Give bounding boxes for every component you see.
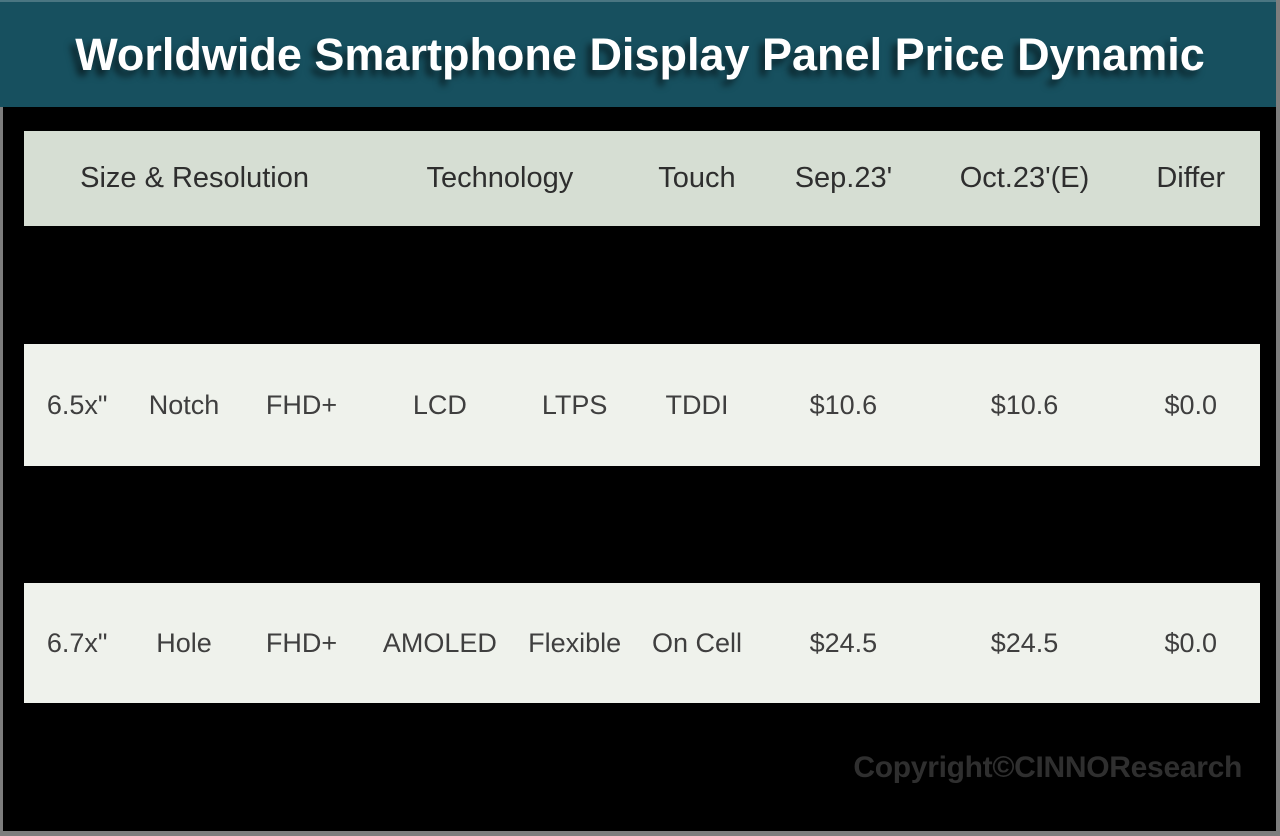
- cell-cutout: Hole: [156, 627, 212, 658]
- cell-price-oct23e: $10.6: [990, 389, 1059, 420]
- page-title: Worldwide Smartphone Display Panel Price…: [75, 28, 1205, 80]
- column-header-size-resolution: Size & Resolution: [80, 162, 310, 194]
- cell-price-sep23: $10.6: [809, 389, 878, 420]
- cell-price-sep23: $24.5: [809, 627, 878, 658]
- column-header-sep23: Sep.23': [794, 162, 893, 194]
- cell-size: 6.5x": [46, 389, 108, 420]
- cell-resolution: FHD+: [265, 627, 338, 658]
- table-row-lcd: 6.5x" Notch FHD+ LCD LTPS TDDI $10.6 $10…: [24, 344, 1260, 466]
- cell-touch: On Cell: [651, 627, 742, 658]
- column-header-differ: Differ: [1156, 162, 1226, 194]
- cell-cutout: Notch: [148, 389, 220, 420]
- column-header-touch: Touch: [658, 162, 736, 194]
- redacted-rows-block-2: [3, 466, 1276, 583]
- cell-price-differ: $0.0: [1164, 389, 1217, 420]
- cell-resolution: FHD+: [265, 389, 338, 420]
- cell-technology: AMOLED: [382, 627, 497, 658]
- cell-price-oct23e: $24.5: [990, 627, 1059, 658]
- cell-size: 6.7x": [46, 627, 108, 658]
- frame-border-left: [0, 107, 3, 836]
- column-header-technology: Technology: [426, 162, 574, 194]
- cell-technology-sub: LTPS: [541, 389, 608, 420]
- copyright-watermark: Copyright©CINNOResearch: [853, 751, 1242, 784]
- redacted-rows-block-1: [3, 226, 1276, 344]
- cell-technology-sub: Flexible: [528, 627, 622, 658]
- table-header-row: Size & Resolution Technology Touch Sep.2…: [24, 131, 1260, 226]
- frame-border-right: [1276, 0, 1280, 836]
- frame-border-bottom: [0, 831, 1280, 836]
- title-banner: Worldwide Smartphone Display Panel Price…: [0, 0, 1280, 107]
- cell-touch: TDDI: [665, 389, 729, 420]
- table-row-amoled: 6.7x" Hole FHD+ AMOLED Flexible On Cell …: [24, 583, 1260, 703]
- cell-technology: LCD: [412, 389, 467, 420]
- cell-price-differ: $0.0: [1164, 627, 1217, 658]
- column-header-oct23e: Oct.23'(E): [959, 162, 1090, 194]
